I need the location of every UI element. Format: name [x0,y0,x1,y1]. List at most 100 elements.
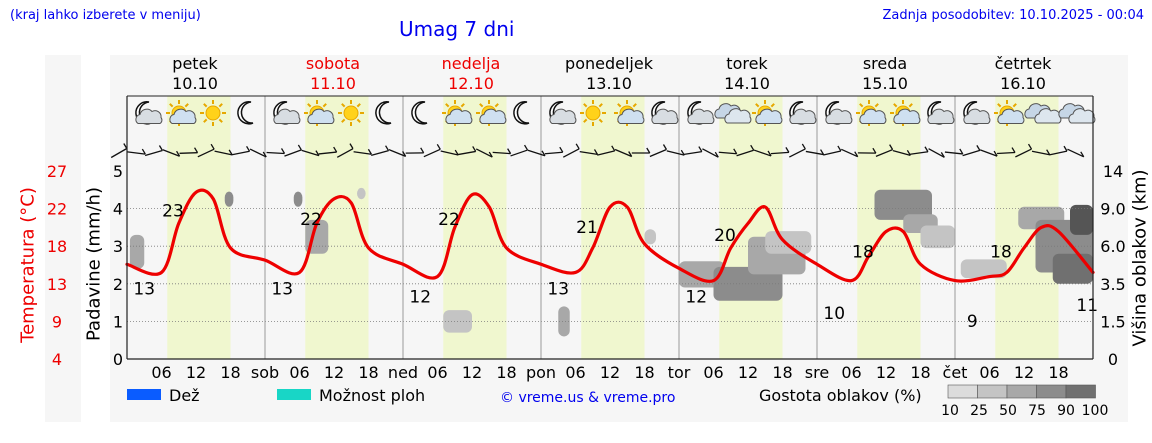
sun-ray [307,103,312,108]
x-tick-label: 06 [979,363,999,382]
x-tick-label: 18 [1048,363,1068,382]
sun-cloud-icon [166,100,197,126]
wind-barb-flag [472,146,477,152]
sun-cloud-icon [614,100,645,126]
x-tick-label: 06 [289,363,309,382]
wind-barb-flag [402,151,407,157]
moon-cloud-icon [549,101,577,125]
wind-barb-flag [262,151,267,158]
cloud-shape [755,108,783,124]
wind-barb [597,150,615,156]
wind-barb [962,149,981,157]
wind-barb [457,150,476,156]
cloud-icon [1058,103,1096,124]
sun-ray [356,103,361,108]
wind-barb-flag [1027,143,1033,150]
wind-barb-flag [333,146,338,153]
moon-icon [375,101,392,125]
temp-tick-label: 4 [52,350,62,369]
cloud-shape [927,108,955,124]
wind-barb [841,148,858,158]
cloud-patch [920,225,955,249]
cloud-shape [859,108,887,124]
x-tick-label: čet [943,363,968,382]
wind-barb [789,148,806,158]
sun-ray [494,103,499,108]
wind-barb [110,147,128,159]
cloud-shape [997,108,1025,124]
wind-barb-flag [420,147,425,154]
wind-barb [736,149,754,157]
wind-barb-flag [993,150,998,157]
sun-ray [908,103,913,108]
temperature-line [125,188,1095,283]
wind-barb [179,152,198,154]
temperature-label: 11 [1076,296,1098,316]
showers-legend-label: Možnost ploh [319,386,425,405]
wind-barb [718,151,737,155]
moon-cloud-icon [927,101,955,125]
temperature-label: 21 [576,218,598,238]
precip-tick-label: 3 [113,237,123,256]
moon-cloud-icon [651,101,679,125]
wind-barb [353,151,372,155]
weather-icon-row [135,100,1096,126]
cloud-shape [169,108,197,124]
wind-barb [544,151,563,155]
sun-icon [338,100,364,126]
daylight-band [581,96,645,359]
sun-ray [356,118,361,123]
day-date: 16.10 [1000,74,1046,93]
day-date: 14.10 [724,74,770,93]
wind-barb-flag [785,147,790,153]
sun-ray [184,103,189,108]
wind-barb-flag [488,151,493,158]
sun-ray [583,118,588,123]
wind-barb [371,150,389,156]
wind-barb-flag [924,146,929,153]
wind-barb [666,150,685,156]
cloud-shape [1068,108,1096,124]
precip-tick-label: 2 [113,275,123,294]
wind-barb-flag [1063,145,1068,152]
wind-barb [492,151,511,155]
day-date: 13.10 [586,74,632,93]
moon-cloud-icon [135,101,163,125]
daylight-band [719,96,783,359]
wind-barb-flag [507,148,512,154]
wind-barb-flag [541,150,546,157]
sun-cloud-icon [752,100,783,126]
sun-ray [169,103,174,108]
cloud-patch [1052,253,1093,284]
x-tick-labels: 06 12 18 sob 06 12 18 ned 06 12 18 pon 06 12 18 tor 06 12… [151,363,1068,382]
cloud-density-tick: 100 [1082,403,1109,419]
day-date: 15.10 [862,74,908,93]
temp-tick-label: 18 [47,237,67,256]
moon-shape [513,101,530,125]
wind-barb-flag [436,144,441,150]
moon-shape [375,101,392,125]
wind-barb-flag [123,143,128,149]
location-note[interactable]: (kraj lahko izberete v meniju) [10,8,201,23]
wind-barb-flag [872,147,877,154]
moon-cloud-icon [963,101,991,125]
sun-ray [598,118,603,123]
x-tick-label: 18 [220,363,240,382]
sun-ray [859,103,864,108]
cloud-patch [558,306,570,337]
wind-barb-flag [837,145,842,152]
wind-barb [249,148,267,158]
wind-barb-flag [158,145,163,151]
wind-barb [910,151,929,155]
wind-barb-flag [959,148,964,155]
wind-barb [336,148,354,158]
cloud-shape [445,108,473,124]
cloud-patch [357,187,366,200]
wind-barb [144,149,163,157]
day-name: sobota [306,54,360,73]
wind-barb [475,148,493,158]
moon-icon [237,101,254,125]
moon-cloud-icon [273,101,301,125]
moon-cloud-icon [789,101,817,125]
x-tick-label: 06 [565,363,585,382]
